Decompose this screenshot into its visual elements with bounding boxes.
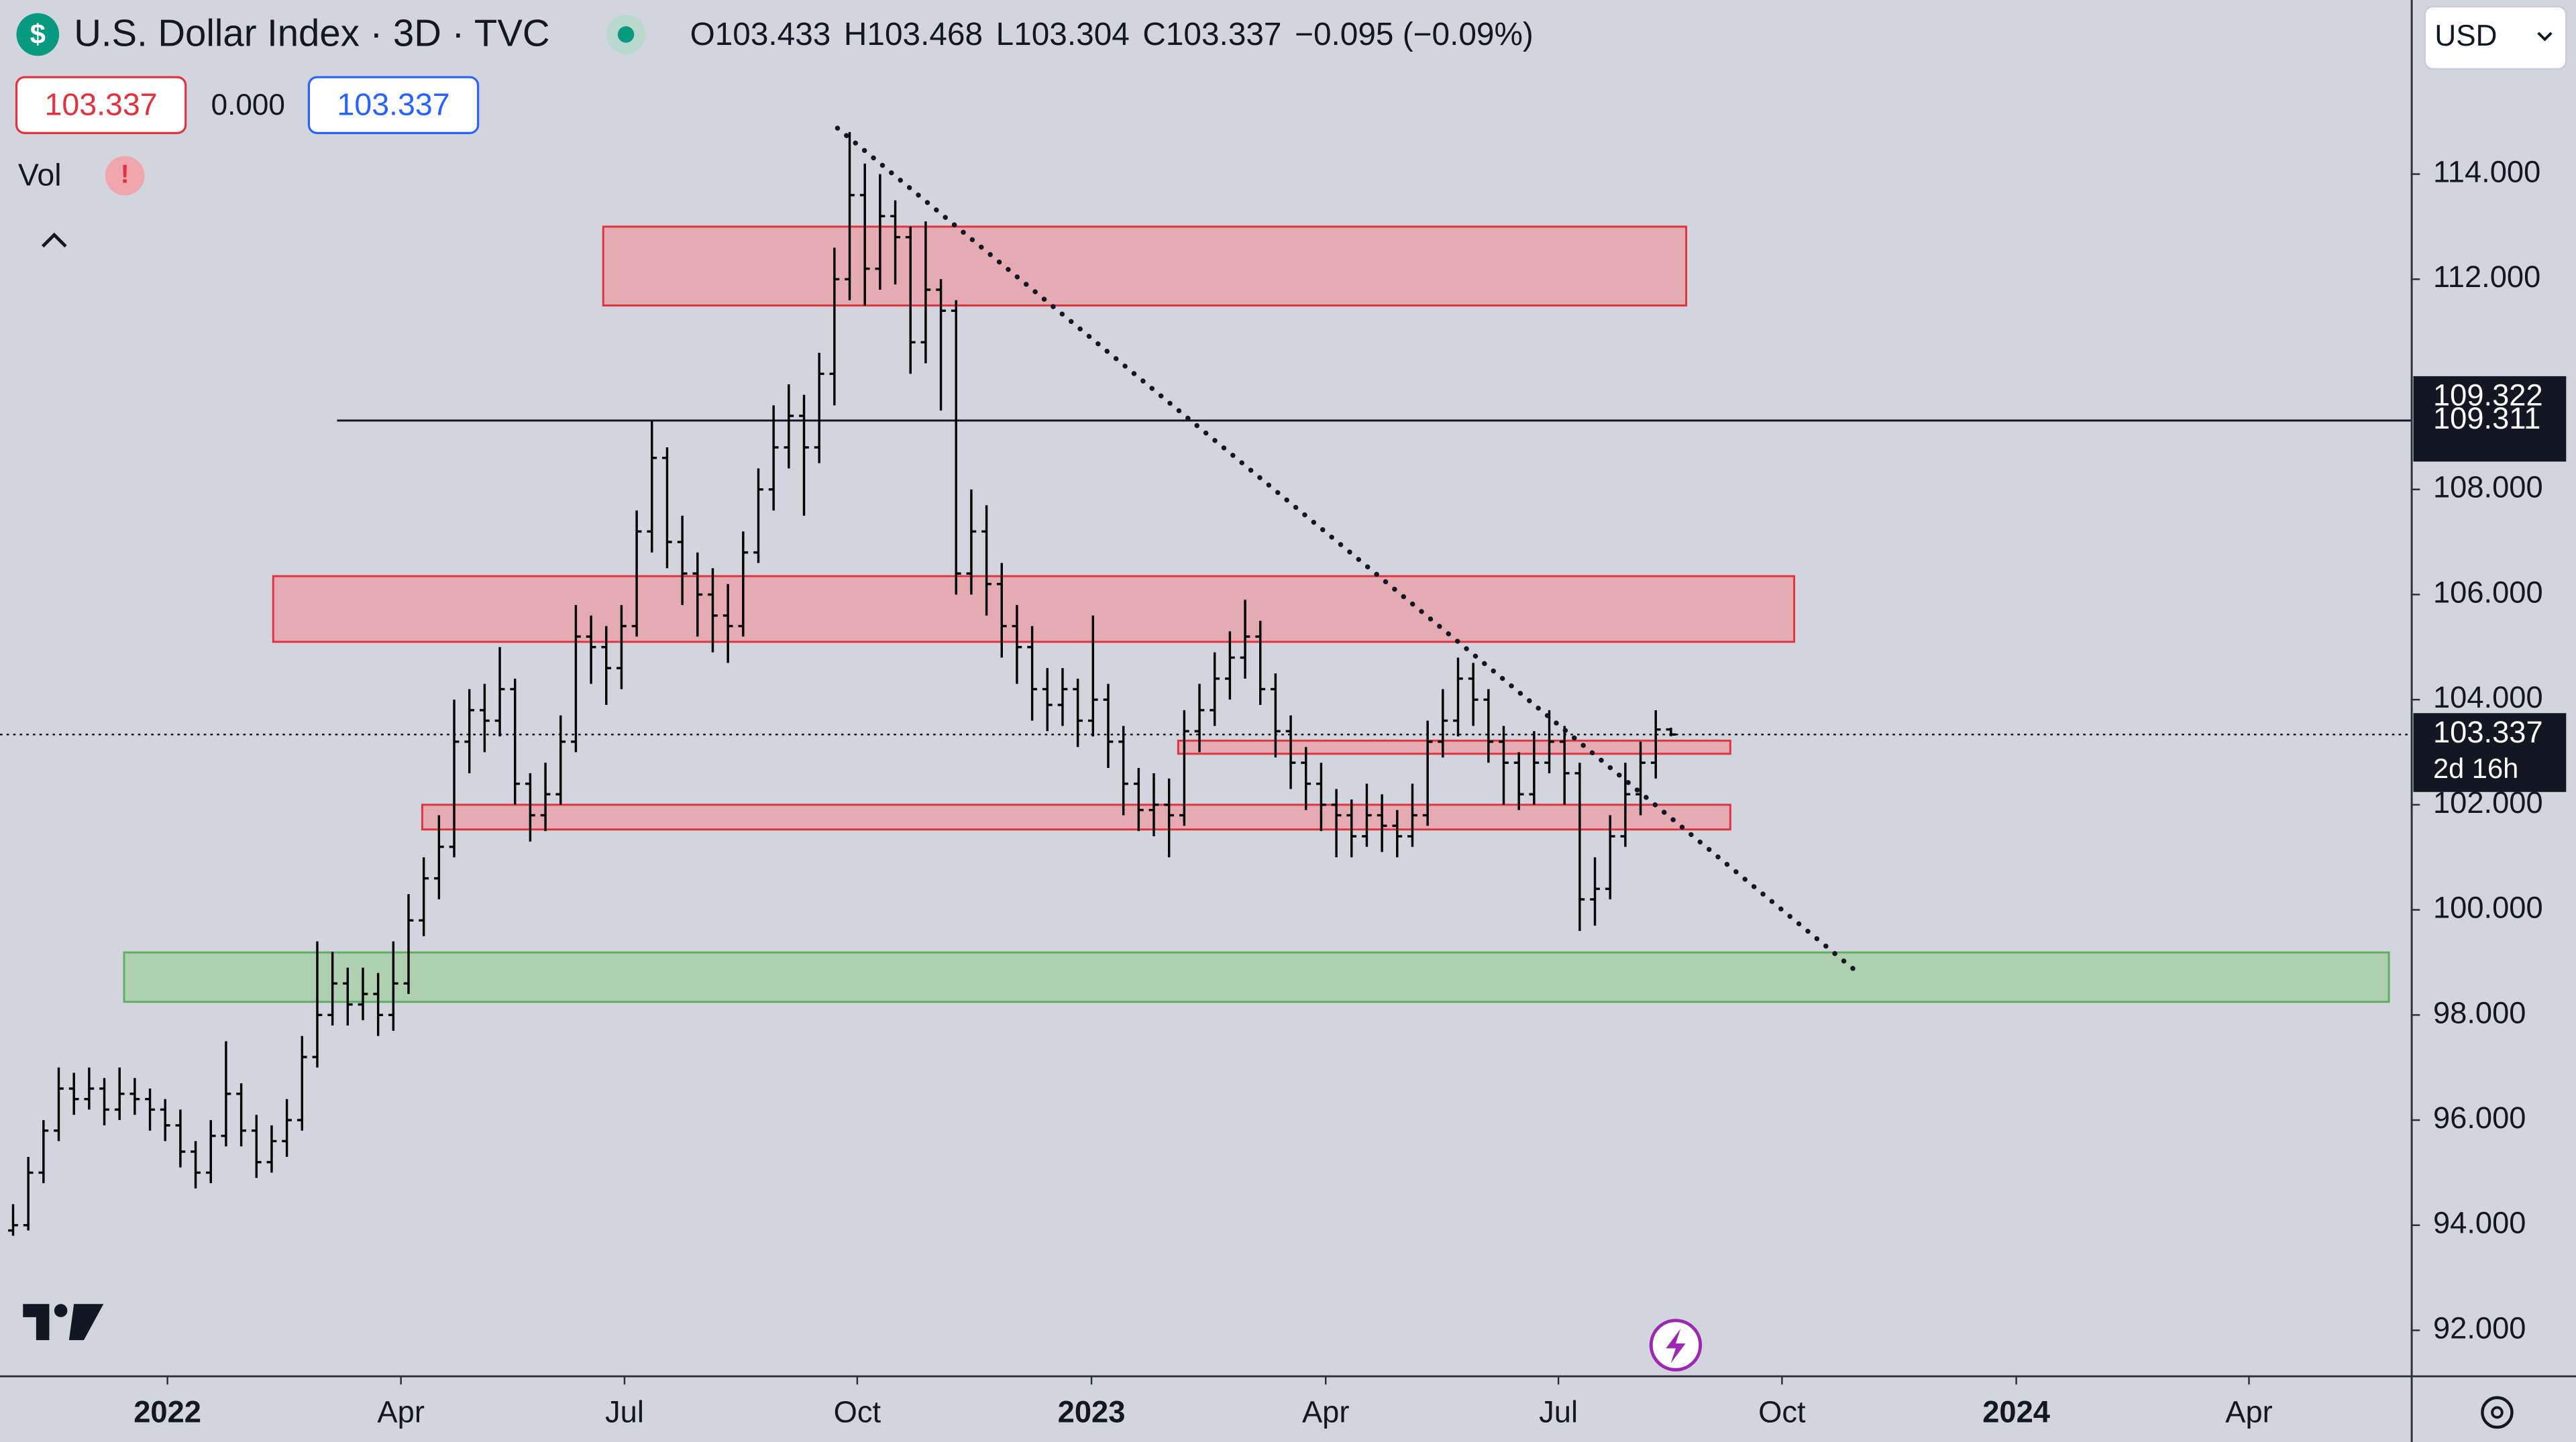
last-price-box	[2413, 713, 2567, 792]
bid-price: 103.337	[45, 87, 158, 121]
ohlc-legend: O103.433 H103.468 L103.304 C103.337 −0.095 (…	[690, 16, 1534, 52]
zone	[602, 225, 1688, 307]
ohlc-label: L	[996, 16, 1014, 52]
symbol-logo	[16, 13, 60, 56]
ask-price: 103.337	[337, 87, 449, 121]
close-value: 103.337	[1166, 16, 1282, 52]
zone	[123, 951, 2390, 1003]
zone	[421, 803, 1731, 831]
settings-button[interactable]	[2481, 1396, 2514, 1429]
axes: 92.00094.00096.00098.000100.000102.00010…	[133, 155, 2567, 1429]
x-tick-label: 2024	[1982, 1394, 2050, 1429]
logo-part	[23, 1304, 50, 1341]
symbol-title[interactable]: U.S. Dollar Index · 3D · TVC	[74, 12, 549, 54]
logo-part	[68, 1304, 104, 1341]
y-tick-label: 114.000	[2433, 155, 2540, 189]
plot-area	[0, 125, 2412, 1236]
ohlc-label: H	[844, 16, 867, 52]
last-price-label: 103.337	[2433, 715, 2543, 749]
x-tick-label: Apr	[2225, 1394, 2273, 1429]
x-tick-label: Jul	[1539, 1394, 1578, 1429]
change: −0.095 (−0.09%)	[1295, 16, 1534, 52]
trendline	[835, 125, 1856, 972]
currency-select[interactable]	[2424, 5, 2567, 70]
ohlc-label: O	[690, 16, 715, 52]
zone	[272, 575, 1796, 643]
x-tick-label: Apr	[377, 1394, 425, 1429]
y-tick-label: 92.000	[2433, 1311, 2526, 1345]
market-status-dot	[617, 26, 635, 43]
level-label: 109.311	[2433, 401, 2540, 435]
y-tick-label: 112.000	[2433, 260, 2540, 294]
collapse-button[interactable]	[41, 232, 67, 248]
y-tick-label: 94.000	[2433, 1206, 2526, 1240]
y-tick-label: 108.000	[2433, 470, 2543, 504]
spread: 0.000	[211, 89, 285, 121]
currency-caret	[2537, 32, 2553, 42]
y-tick-label: 96.000	[2433, 1101, 2526, 1135]
indicator-warning-glyph: !	[121, 160, 129, 188]
x-tick-label: Oct	[834, 1394, 881, 1429]
x-tick-label: Jul	[605, 1394, 644, 1429]
indicator-warning[interactable]	[105, 156, 145, 196]
low-value: 103.304	[1014, 16, 1130, 52]
x-tick-label: 2022	[133, 1394, 201, 1429]
open-value: 103.433	[715, 16, 831, 52]
lightning-icon	[1666, 1329, 1686, 1364]
countdown-label: 2d 16h	[2433, 753, 2518, 784]
tradingview-logo	[23, 1304, 104, 1341]
level-high-label: 109.322	[2433, 378, 2543, 412]
y-tick-label: 100.000	[2433, 891, 2543, 925]
x-tick-label: 2023	[1058, 1394, 1126, 1429]
y-tick-label: 104.000	[2433, 680, 2543, 714]
currency-label: USD	[2434, 19, 2497, 52]
ask-box[interactable]	[307, 76, 480, 134]
symbol-logo-glyph: $	[30, 18, 46, 50]
y-tick-label: 106.000	[2433, 575, 2543, 609]
x-tick-label: Apr	[1302, 1394, 1350, 1429]
y-tick-label: 98.000	[2433, 995, 2526, 1030]
zone	[1177, 739, 1731, 755]
bid-box[interactable]	[15, 76, 187, 134]
logo-part	[54, 1304, 68, 1317]
ohlc-label: C	[1142, 16, 1165, 52]
settings-icon	[2491, 1406, 2504, 1419]
high-value: 103.468	[867, 16, 983, 52]
x-tick-label: Oct	[1758, 1394, 1806, 1429]
level-label-box	[2413, 376, 2567, 462]
indicator-label[interactable]: Vol	[18, 158, 62, 192]
